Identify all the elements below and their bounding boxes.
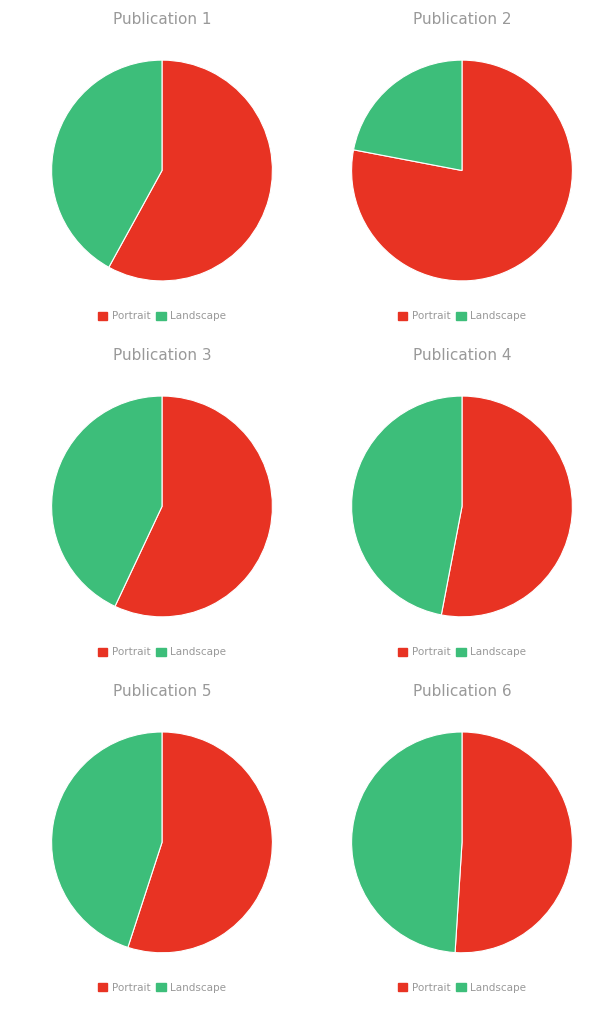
Wedge shape — [52, 396, 162, 607]
Title: Publication 1: Publication 1 — [113, 12, 211, 27]
Title: Publication 5: Publication 5 — [113, 684, 211, 699]
Legend: Portrait, Landscape: Portrait, Landscape — [94, 307, 230, 326]
Legend: Portrait, Landscape: Portrait, Landscape — [94, 643, 230, 662]
Legend: Portrait, Landscape: Portrait, Landscape — [394, 643, 530, 662]
Wedge shape — [352, 732, 462, 953]
Wedge shape — [109, 60, 272, 281]
Legend: Portrait, Landscape: Portrait, Landscape — [394, 307, 530, 326]
Wedge shape — [128, 732, 272, 953]
Title: Publication 2: Publication 2 — [413, 12, 511, 27]
Wedge shape — [352, 60, 572, 281]
Wedge shape — [352, 396, 462, 615]
Wedge shape — [52, 732, 162, 948]
Wedge shape — [455, 732, 572, 953]
Wedge shape — [353, 60, 462, 171]
Title: Publication 6: Publication 6 — [413, 684, 511, 699]
Wedge shape — [115, 396, 272, 617]
Title: Publication 3: Publication 3 — [113, 348, 211, 363]
Legend: Portrait, Landscape: Portrait, Landscape — [394, 979, 530, 998]
Title: Publication 4: Publication 4 — [413, 348, 511, 363]
Legend: Portrait, Landscape: Portrait, Landscape — [94, 979, 230, 998]
Wedge shape — [442, 396, 572, 617]
Wedge shape — [52, 60, 162, 268]
